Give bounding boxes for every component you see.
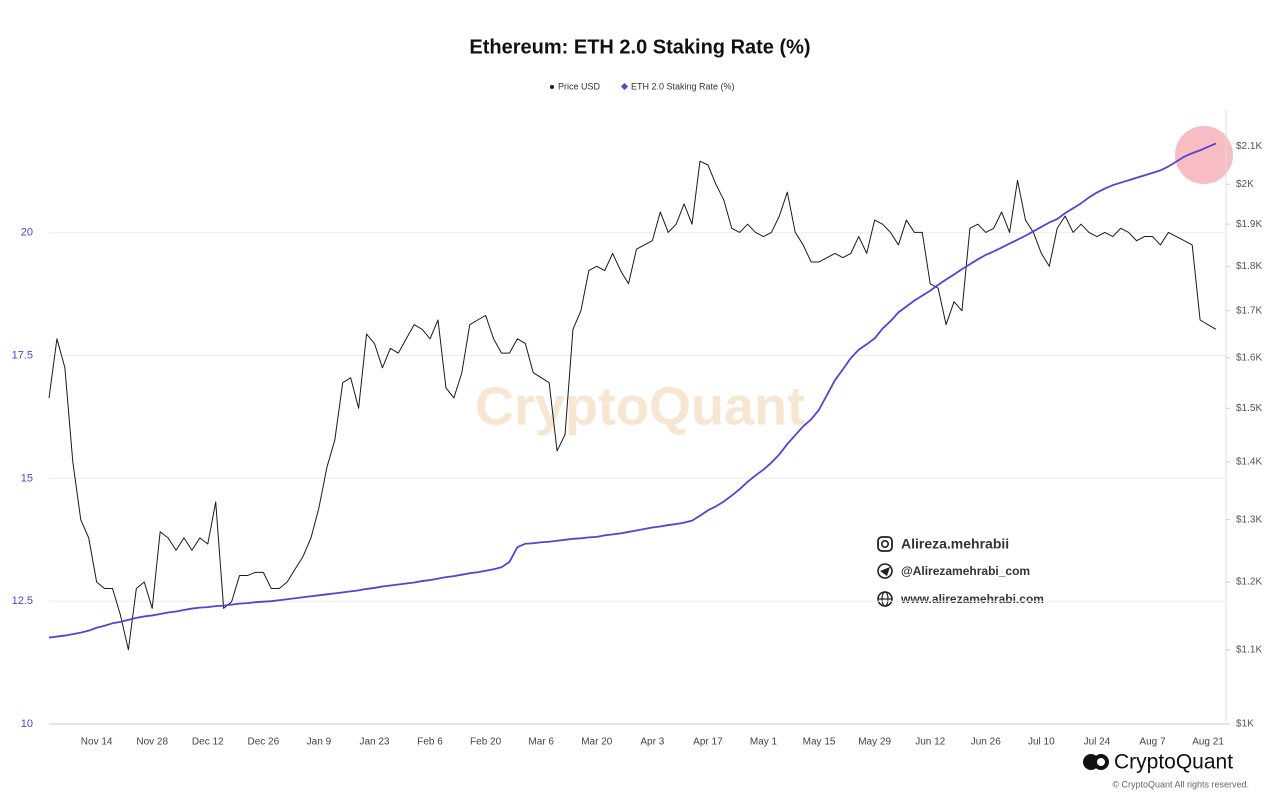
y2-tick-label: $1.5K (1236, 403, 1262, 414)
y2-tick-label: $1.4K (1236, 457, 1262, 468)
chart-title: Ethereum: ETH 2.0 Staking Rate (%) (469, 36, 810, 58)
x-tick-label: Jul 24 (1084, 737, 1111, 748)
x-tick-label: Nov 28 (136, 737, 168, 748)
y2-tick-label: $2.1K (1236, 141, 1262, 152)
x-tick-label: Feb 20 (470, 737, 502, 748)
brand: CryptoQuant © CryptoQuant All rights res… (1083, 751, 1249, 789)
x-tick-label: Feb 6 (417, 737, 443, 748)
legend-marker (620, 82, 629, 91)
copyright: © CryptoQuant All rights reserved. (1112, 779, 1249, 789)
credit-website: www.alirezamehrabi.com (900, 592, 1044, 606)
x-tick-label: May 29 (858, 737, 891, 748)
y-tick-label: 10 (21, 718, 33, 730)
x-tick-label: Jun 12 (915, 737, 945, 748)
telegram-icon (880, 567, 890, 576)
x-tick-label: Aug 21 (1192, 737, 1224, 748)
legend-marker (550, 85, 554, 89)
x-tick-label: May 1 (750, 737, 778, 748)
y2-tick-label: $1.8K (1236, 261, 1262, 272)
brand-name: CryptoQuant (1114, 751, 1233, 774)
x-tick-label: Dec 26 (248, 737, 280, 748)
y2-tick-label: $1.9K (1236, 219, 1262, 230)
y2-tick-label: $1.7K (1236, 305, 1262, 316)
y-tick-label: 17.5 (12, 350, 33, 362)
watermark: CryptoQuant (475, 376, 805, 436)
telegram-icon (877, 563, 893, 579)
x-tick-label: Aug 7 (1139, 737, 1166, 748)
y2-tick-label: $2K (1236, 179, 1254, 190)
credit-instagram: Alireza.mehrabii (901, 536, 1009, 552)
instagram-icon (880, 539, 889, 548)
x-tick-label: Dec 12 (192, 737, 224, 748)
series-line (48, 142, 1217, 639)
credit-telegram: @Alirezamehrabi_com (901, 564, 1030, 578)
legend-label: Price USD (558, 81, 601, 91)
instagram-icon (877, 536, 893, 552)
x-tick-label: Nov 14 (81, 737, 113, 748)
x-tick-label: Jan 9 (307, 737, 332, 748)
legend-label: ETH 2.0 Staking Rate (%) (631, 81, 735, 91)
y2-tick-label: $1.3K (1236, 514, 1262, 525)
x-tick-label: Apr 3 (640, 737, 664, 748)
y-tick-label: 15 (21, 472, 33, 484)
x-tick-label: Jun 26 (971, 737, 1001, 748)
y2-tick-label: $1.2K (1236, 577, 1262, 588)
credits: Alireza.mehrabii @Alirezamehrabi_com www… (877, 536, 1044, 607)
x-tick-label: May 15 (803, 737, 836, 748)
y2-tick-label: $1K (1236, 719, 1254, 730)
brand-logo (1097, 758, 1105, 766)
series-line (48, 160, 1217, 651)
x-tick-label: Mar 6 (528, 737, 554, 748)
x-tick-label: Apr 17 (693, 737, 723, 748)
x-tick-label: Jan 23 (359, 737, 389, 748)
y-tick-label: 20 (21, 227, 33, 239)
y2-tick-label: $1.6K (1236, 353, 1262, 364)
y-tick-label: 12.5 (12, 595, 33, 607)
x-tick-label: Mar 20 (581, 737, 613, 748)
y2-tick-label: $1.1K (1236, 644, 1262, 655)
x-tick-label: Jul 10 (1028, 737, 1055, 748)
highlight-circle (1175, 126, 1233, 184)
